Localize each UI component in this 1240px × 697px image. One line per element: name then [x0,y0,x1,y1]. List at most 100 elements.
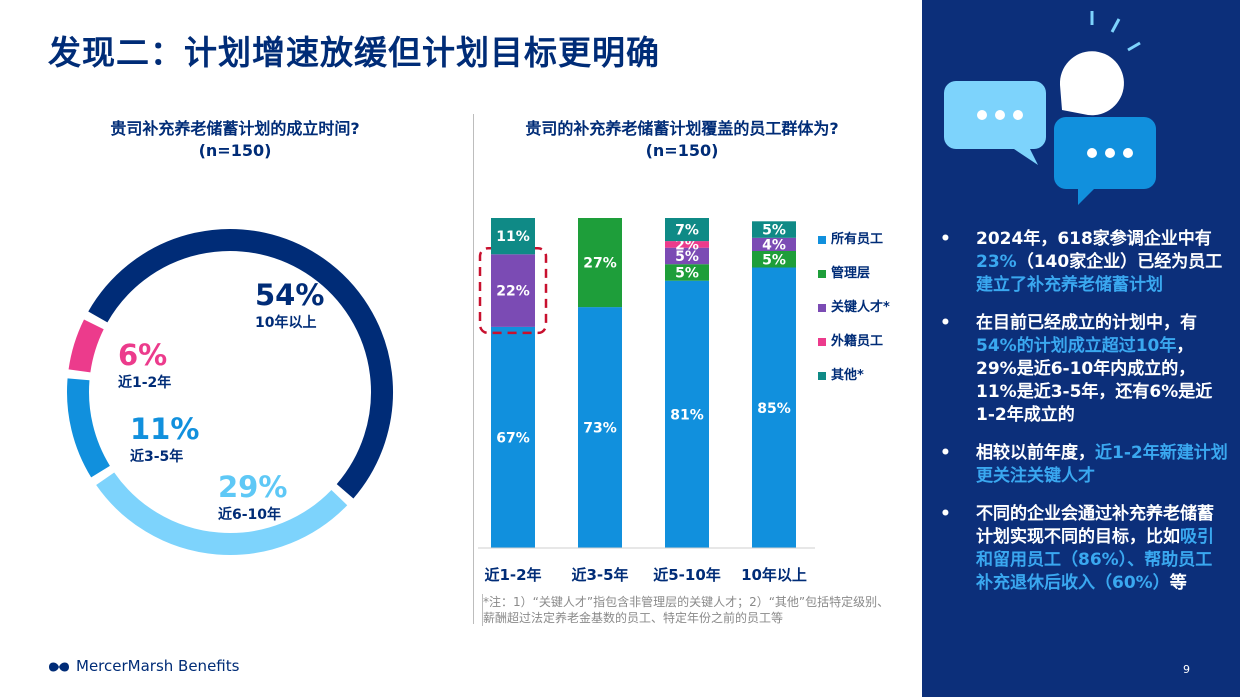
legend-label: 所有员工 [831,232,884,247]
legend-item: 其他* [818,364,864,383]
insight-bullets: • 2024年，618家参调企业中有 23%（140家企业）已经为员工建立了补充养老… [928,228,1228,610]
donut-label-1: 29% 近6-10年 [218,470,287,524]
bullet-dot: • [940,504,951,524]
bar-question-n: (n=150) [645,141,719,160]
donut-percent-1: 29% [218,470,288,504]
bullet-text: 不同的企业会通过补充养老储蓄计划实现不同的目标，比如 [976,504,1214,547]
page-title: 发现二：计划增速放缓但计划目标更明确 [48,33,660,72]
bar-value-label: 11% [496,229,530,245]
bar-segment [665,247,709,265]
bullet-item: • 相较以前年度，近1-2年新建计划更关注关键人才 [928,442,1228,488]
legend-swatch [818,337,826,346]
bar-segment [752,237,796,251]
bar-value-label: 2% [675,237,699,253]
donut-percent-3: 6% [118,338,168,372]
donut-slice-2 [67,378,111,478]
bar-segment [578,218,622,308]
logo-mark-icon [49,662,69,671]
legend-item: 所有员工 [818,228,883,247]
bar-value-label: 7% [675,223,699,239]
x-tick-label: 近5-10年 [653,566,721,584]
bar-value-label: 5% [762,223,786,239]
bar-segment [491,218,535,255]
donut-category-3: 近1-2年 [118,375,172,391]
bar-segment [665,218,709,242]
bar-segment [752,221,796,238]
donut-category-0: 10年以上 [255,315,317,331]
donut-percent-2: 11% [130,412,200,446]
bar-question-text: 贵司的补充养老储蓄计划覆盖的员工群体为? [525,119,839,138]
donut-label-2: 11% 近3-5年 [130,412,199,466]
bar-value-label: 22% [496,284,530,300]
bar-segment [665,264,709,281]
legend-swatch [818,269,826,278]
bar-segment [491,254,535,327]
bar-value-label: 5% [762,252,786,268]
highlight-box [478,247,548,335]
bar-value-label: 4% [762,237,786,253]
bar-segment [665,241,709,248]
legend-label: 其他* [831,368,864,383]
bullet-highlight: 吸引和留用员工（86%）、帮助员工补充退休后收入（60%） [976,527,1214,593]
bullet-dot: • [940,313,951,333]
bar-value-label: 27% [583,256,617,272]
footnote-text: *注：1）“关键人才”指包含非管理层的关键人才；2）“其他”包括特定级别、薪酬超… [483,595,890,625]
bullet-text: 2024年，618家参调企业中有 [976,229,1212,249]
bullet-text: 在目前已经成立的计划中，有 [976,313,1197,333]
bullet-highlight: 近1-2年新建计划更关注关键人才 [976,443,1228,486]
bar-segment [491,326,535,548]
donut-slice-0 [88,229,393,499]
x-tick-label: 近1-2年 [484,566,541,584]
donut-label-0: 54% 10年以上 [255,278,324,332]
bar-value-label: 73% [583,421,617,437]
x-tick-label: 10年以上 [741,566,807,584]
logo-text: MercerMarsh Benefits [76,657,240,675]
donut-percent-0: 54% [255,278,325,312]
bullet-dot: • [940,443,951,463]
legend-label: 关键人才* [831,300,890,315]
bar-segment [578,307,622,548]
bar-question: 贵司的补充养老储蓄计划覆盖的员工群体为? (n=150) [472,118,892,162]
donut-chart [67,229,393,555]
legend-label: 管理层 [831,266,871,281]
logo: MercerMarsh Benefits [48,657,239,675]
donut-slice-3 [68,319,104,373]
bullet-highlight: 23% [976,252,1017,272]
bullet-highlight: 54%的计划成立超过10年 [976,336,1177,356]
donut-question-text: 贵司补充养老储蓄计划的成立时间? [110,119,360,138]
insight-panel: 9 [922,0,1240,697]
bullet-text: ，29%是近6-10年内成立的，11%是近3-5年，还有6%是近1-2年成立的 [976,336,1213,425]
bar-value-label: 5% [675,265,699,281]
legend-swatch [818,371,826,380]
bullet-text: 相较以前年度， [976,443,1095,463]
legend-swatch [818,235,826,244]
bar-value-label: 67% [496,430,530,446]
bullet-highlight: 建立了补充养老储蓄计划 [976,275,1163,295]
bar-value-label: 81% [670,407,704,423]
bullet-item: • 2024年，618家参调企业中有 23%（140家企业）已经为员工建立了补充养老… [928,228,1228,297]
vertical-divider [473,114,474,624]
bullet-item: • 在目前已经成立的计划中，有 54%的计划成立超过10年，29%是近6-10年内成… [928,312,1228,427]
bullet-text: （140家企业）已经为员工 [1016,252,1223,272]
donut-label-3: 6% 近1-2年 [118,338,171,392]
legend-item: 关键人才* [818,296,890,315]
page-number: 9 [1183,663,1190,676]
legend-item: 管理层 [818,262,870,281]
donut-question-n: (n=150) [198,141,272,160]
legend-item: 外籍员工 [818,330,883,349]
x-tick-label: 近3-5年 [571,566,628,584]
bar-segment [752,267,796,548]
legend-label: 外籍员工 [831,334,884,349]
chat-bubbles-icon [944,11,1156,205]
legend-swatch [818,303,826,312]
bar-value-label: 85% [757,401,791,417]
donut-category-1: 近6-10年 [218,507,282,523]
bullet-text: 等 [1169,573,1187,593]
donut-category-2: 近3-5年 [130,449,184,465]
bullet-dot: • [940,229,951,249]
donut-question: 贵司补充养老储蓄计划的成立时间? (n=150) [70,118,400,162]
donut-slice-1 [96,472,348,555]
bar-segment [752,251,796,268]
footnote: *注：1）“关键人才”指包含非管理层的关键人才；2）“其他”包括特定级别、薪酬超… [482,594,901,626]
stacked-bar-chart: 67% 22% 11% 近1-2年 73% 27% 近3-5年 81% 5% 5% 2%7% 近5-1… [478,218,815,584]
